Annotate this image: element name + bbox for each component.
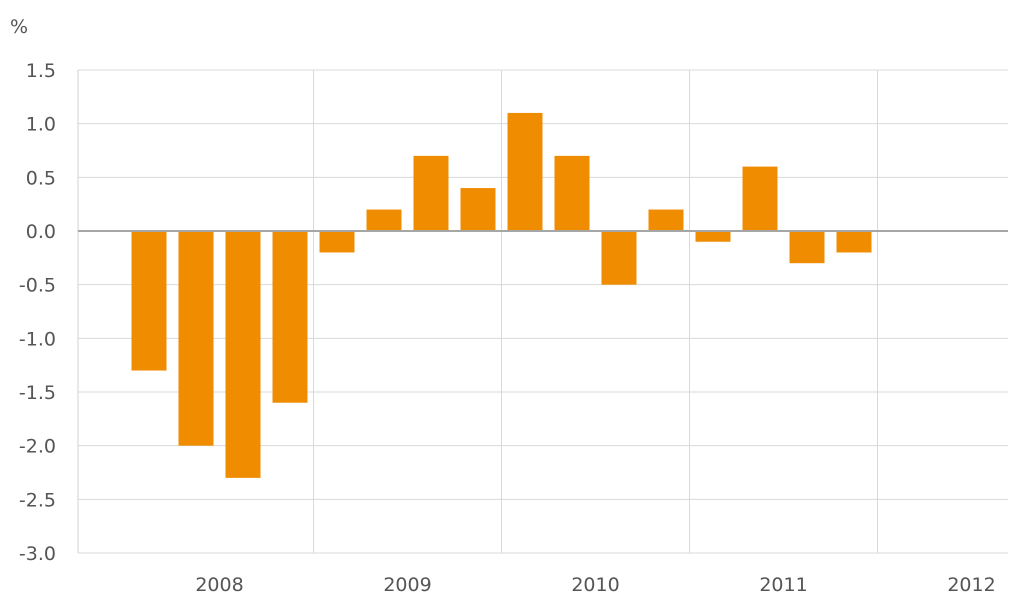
y-tick-label: -2.0 [19,436,56,458]
bars [131,112,872,478]
y-tick-label: 0.0 [26,221,56,243]
bar [742,166,778,231]
bar [413,155,449,231]
y-axis-labels: 1.5 1.0 0.5 0.0 -0.5 -1.0 -1.5 -2.0 -2.5 -3.0 [19,60,56,565]
bar [131,231,167,371]
bar [319,231,355,253]
bar [695,231,731,242]
bar [648,209,684,231]
x-axis-labels: 2008 2009 2010 2011 2012 [195,574,995,596]
y-tick-label: 0.5 [26,167,56,189]
bar [507,112,543,231]
grid [77,69,1008,554]
bar [789,231,825,264]
x-tick-label: 2009 [383,574,431,596]
bar [272,231,308,403]
bar [178,231,214,446]
x-tick-label: 2012 [947,574,995,596]
bar [225,231,261,478]
bar [554,155,590,231]
x-tick-label: 2010 [571,574,619,596]
y-tick-label: 1.5 [26,60,56,82]
x-tick-label: 2008 [195,574,243,596]
bar [836,231,872,253]
y-tick-label: -0.5 [19,275,56,297]
y-tick-label: -2.5 [19,489,56,511]
x-tick-label: 2011 [759,574,807,596]
bar [366,209,402,231]
unit-label: % [10,16,28,38]
bar [460,188,496,231]
y-tick-label: -1.0 [19,328,56,350]
bar [601,231,637,285]
y-tick-label: -1.5 [19,382,56,404]
y-tick-label: 1.0 [26,114,56,136]
y-tick-label: -3.0 [19,543,56,565]
